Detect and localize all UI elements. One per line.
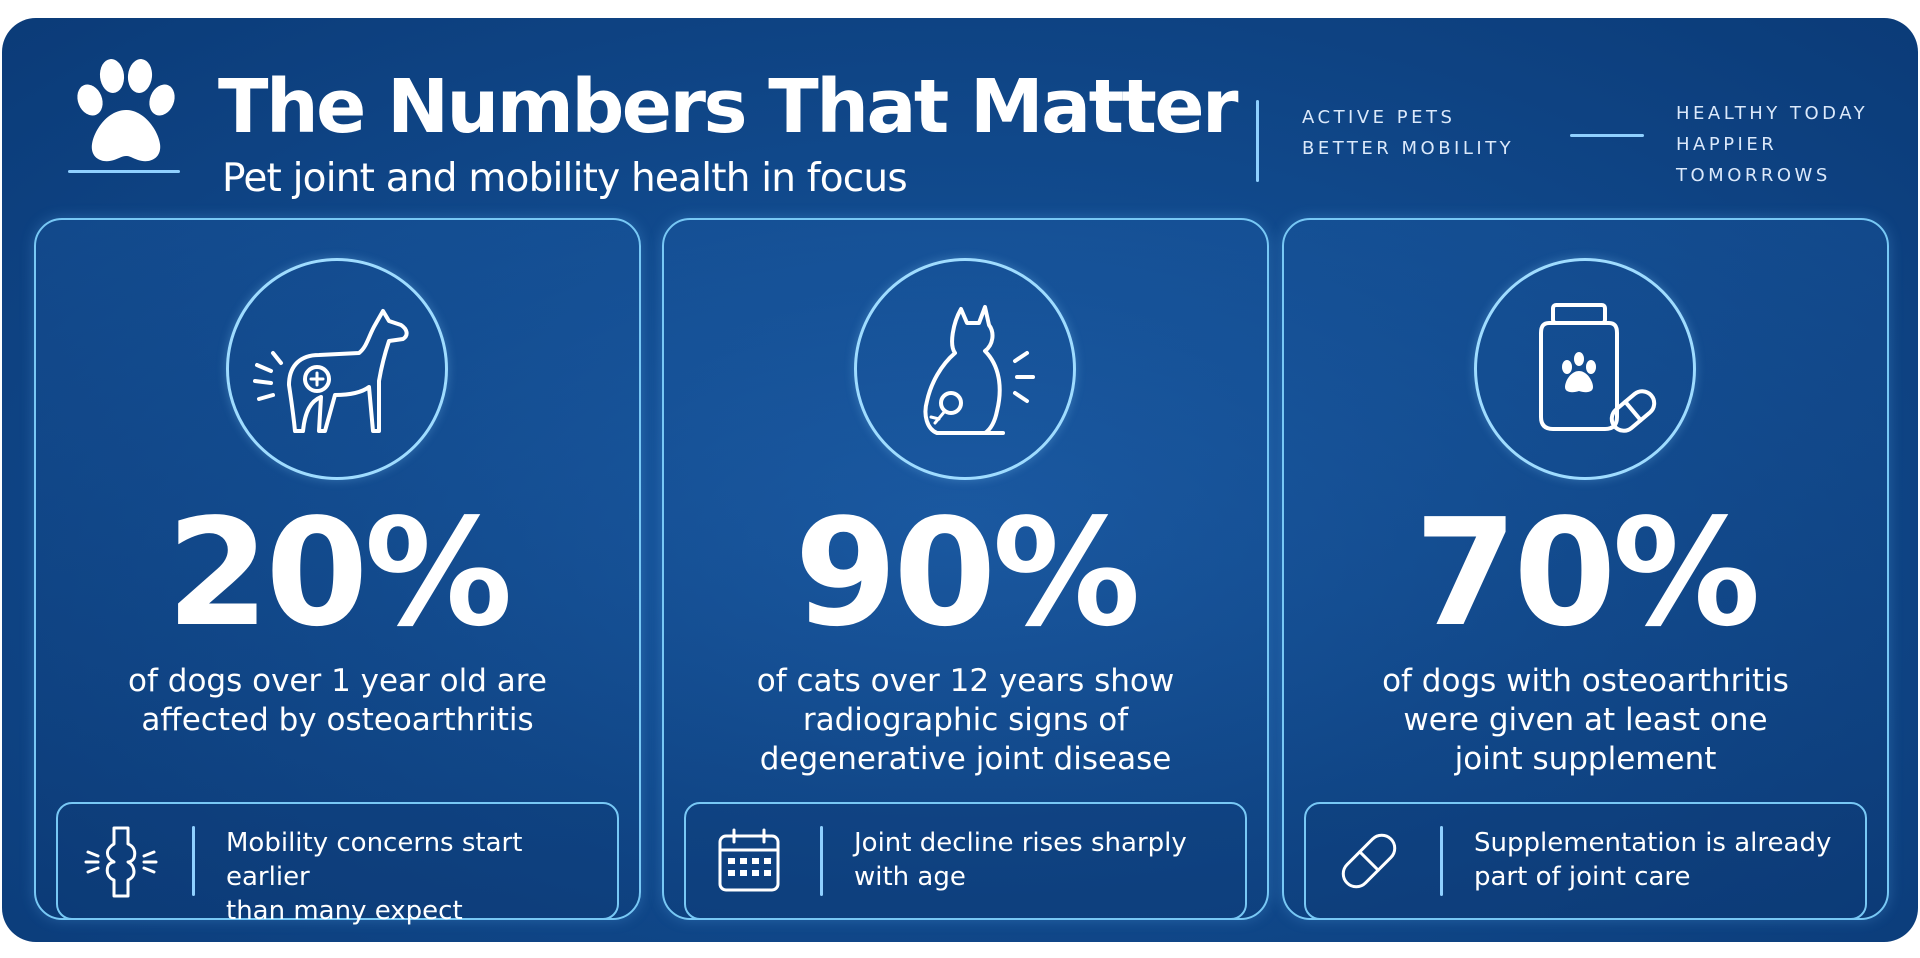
tagline-right: HEALTHY TODAY HAPPIER TOMORROWS — [1676, 98, 1868, 191]
tagline-right-line: HEALTHY TODAY — [1676, 103, 1869, 124]
description-line: of dogs over 1 year old are — [128, 663, 547, 699]
joint-icon — [84, 826, 158, 898]
note-box: Joint decline rises sharply with age — [684, 802, 1247, 920]
description-line: affected by osteoarthritis — [141, 702, 534, 738]
tagline-left-line: BETTER MOBILITY — [1302, 138, 1515, 159]
tagline-right-line: TOMORROWS — [1676, 165, 1831, 186]
note-line: than many expect — [226, 896, 463, 926]
calendar-icon — [718, 828, 780, 892]
tagline-left: ACTIVE PETS BETTER MOBILITY — [1302, 102, 1514, 164]
page-subtitle: Pet joint and mobility health in focus — [222, 156, 908, 201]
tagline-connector — [1570, 134, 1644, 137]
note-text: Mobility concerns start earlier than man… — [226, 826, 606, 928]
header-divider — [1256, 100, 1259, 182]
note-divider — [820, 826, 823, 896]
header: The Numbers That Matter Pet joint and mo… — [2, 18, 1918, 218]
note-text: Supplementation is already part of joint… — [1474, 826, 1854, 894]
note-divider — [192, 826, 195, 896]
stat-description: of cats over 12 years show radiographic … — [674, 662, 1257, 779]
description-line: radiographic signs of — [802, 702, 1129, 738]
stat-description: of dogs over 1 year old are affected by … — [46, 662, 629, 740]
note-line: Supplementation is already — [1474, 828, 1832, 858]
note-line: part of joint care — [1474, 862, 1691, 892]
note-line: Joint decline rises sharply — [854, 828, 1187, 858]
stat-description: of dogs with osteoarthritis were given a… — [1294, 662, 1877, 779]
note-divider — [1440, 826, 1443, 896]
description-line: were given at least one — [1403, 702, 1768, 738]
capsule-icon — [1341, 833, 1397, 889]
stat-value: 90% — [794, 487, 1140, 659]
stat-card-cats: 90% of cats over 12 years show radiograp… — [662, 218, 1269, 920]
infographic-panel: The Numbers That Matter Pet joint and mo… — [2, 18, 1918, 942]
logo-underline — [68, 170, 180, 173]
description-line: degenerative joint disease — [759, 741, 1172, 777]
description-line: joint supplement — [1454, 741, 1717, 777]
note-box: Supplementation is already part of joint… — [1304, 802, 1867, 920]
paw-icon — [77, 59, 175, 162]
supplement-bottle-icon — [1474, 258, 1696, 480]
tagline-left-line: ACTIVE PETS — [1302, 107, 1456, 128]
note-line: with age — [854, 862, 966, 892]
tagline-right-line: HAPPIER — [1676, 134, 1778, 155]
page-title: The Numbers That Matter — [218, 64, 1239, 150]
stat-card-supplements: 70% of dogs with osteoarthritis were giv… — [1282, 218, 1889, 920]
dog-joint-icon — [226, 258, 448, 480]
stat-value: 20% — [166, 487, 512, 659]
description-line: of cats over 12 years show — [756, 663, 1175, 699]
note-box: Mobility concerns start earlier than man… — [56, 802, 619, 926]
cat-joint-icon — [854, 258, 1076, 480]
stat-card-dogs: 20% of dogs over 1 year old are affected… — [34, 218, 641, 926]
stat-value: 70% — [1414, 487, 1760, 659]
description-line: of dogs with osteoarthritis — [1382, 663, 1789, 699]
note-line: Mobility concerns start earlier — [226, 828, 523, 892]
note-text: Joint decline rises sharply with age — [854, 826, 1234, 894]
